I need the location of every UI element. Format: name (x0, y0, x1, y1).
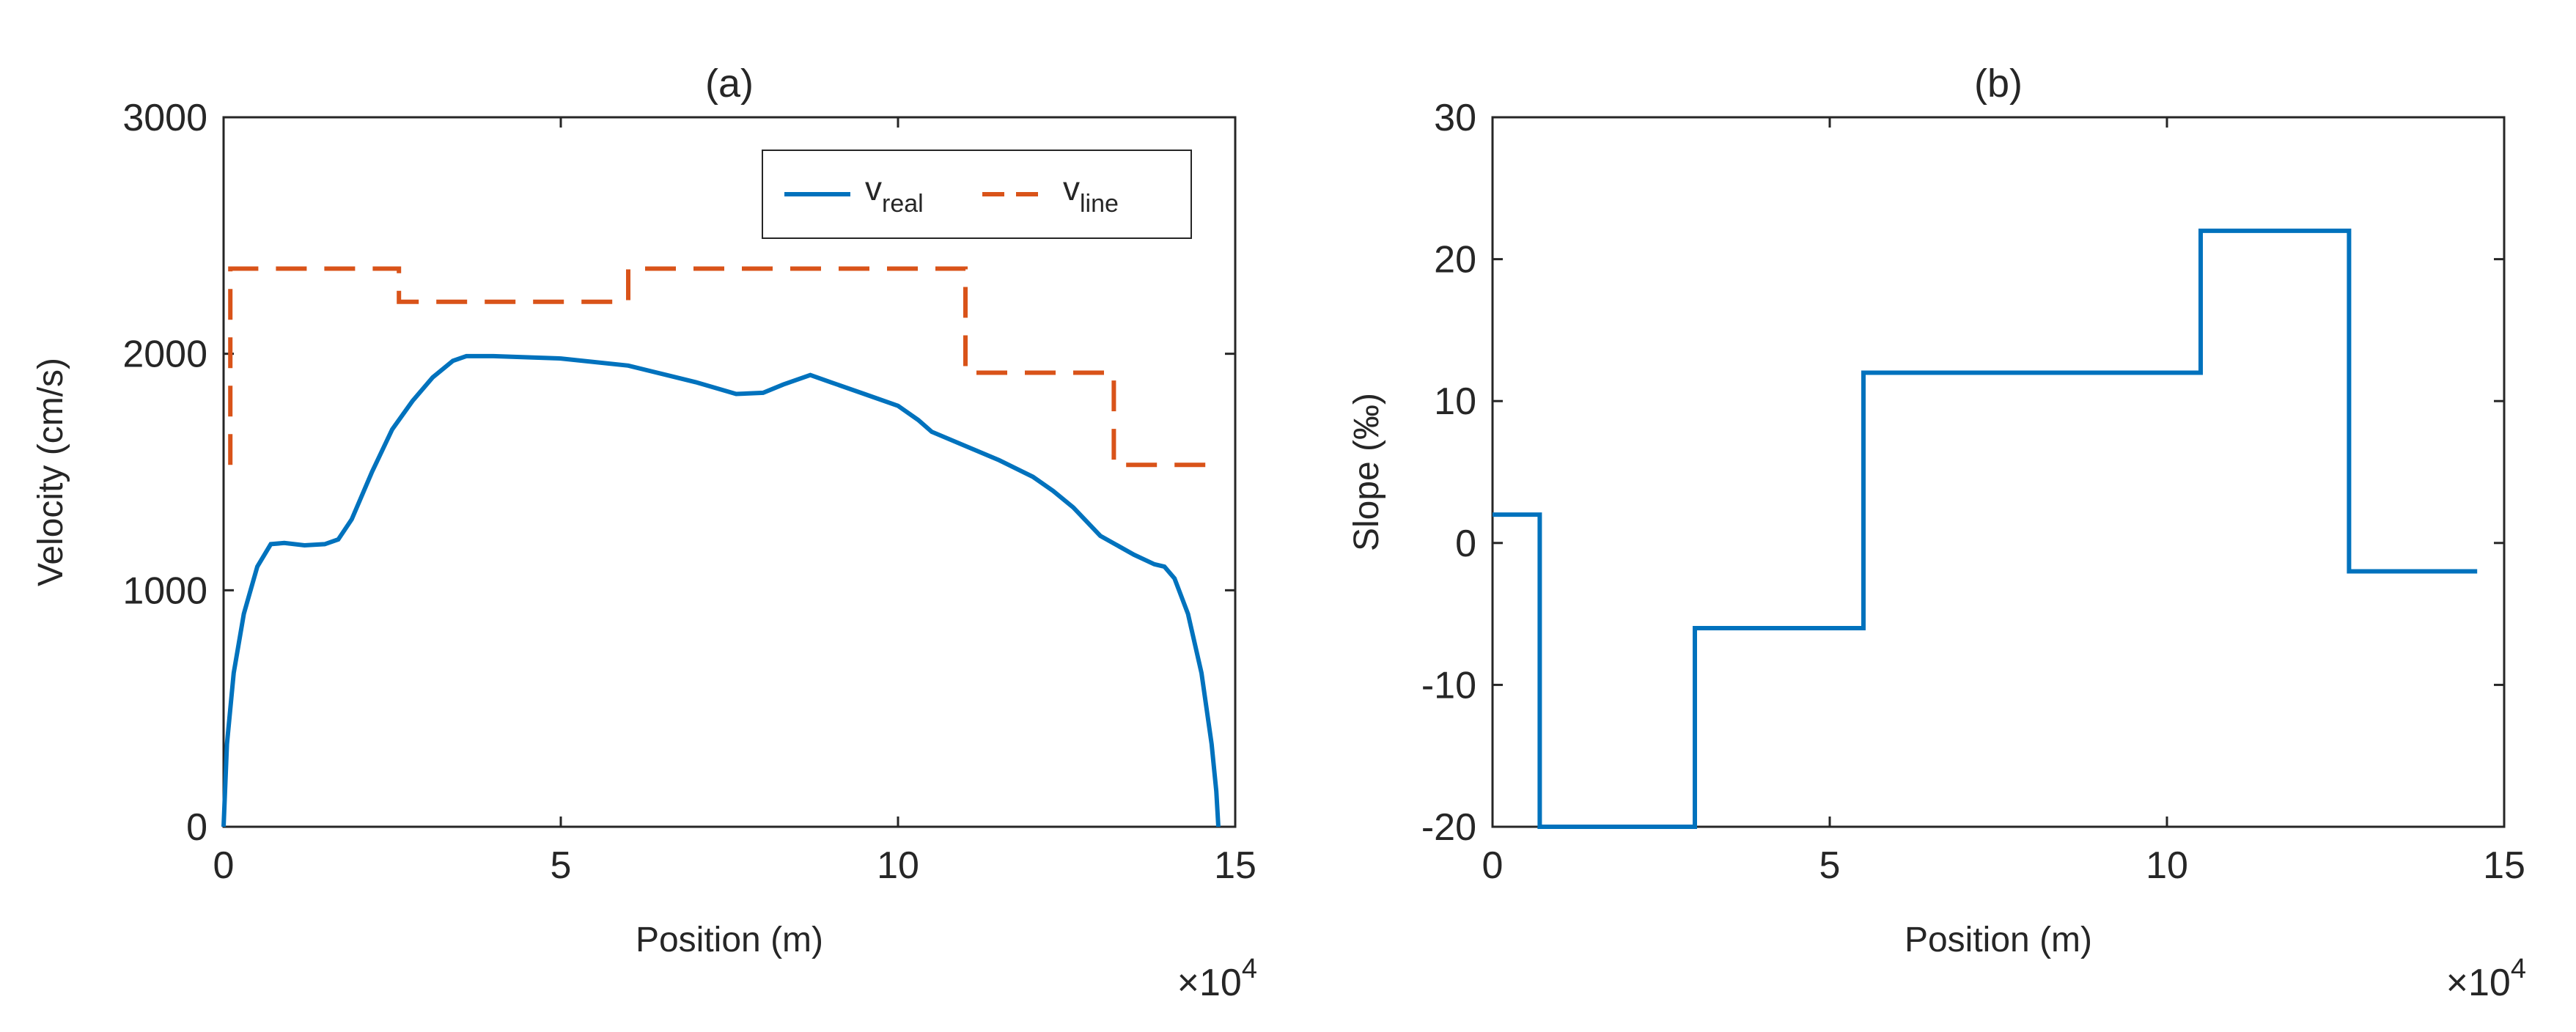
chart-a: 0 5 10 15 0 1000 2000 3000 (a) Position (m) Veloci… (32, 62, 1257, 1004)
x-tick-label-b: 0 (1482, 844, 1504, 887)
axes-box-a (222, 116, 1237, 828)
series-line-v-line (228, 266, 1222, 468)
x-multiplier-exponent: 4 (1242, 954, 1257, 984)
x-tick-label-a: 0 (213, 844, 235, 887)
y-tick-label-b: 0 (1455, 523, 1476, 565)
x-tick-label-b: 10 (2146, 844, 2188, 887)
y-axis-label-b: Slope (‰) (1347, 393, 1386, 551)
x-multiplier-base: ×10 (1177, 962, 1242, 1004)
y-tick-label-a: 3000 (122, 97, 207, 139)
x-axis-label-a: Position (m) (636, 921, 823, 959)
legend-label-v-line: vline (1063, 169, 1119, 218)
legend-label-v-real: vreal (865, 169, 924, 218)
legend-label-base: v (865, 169, 882, 207)
y-tick-label-b: 30 (1434, 97, 1476, 139)
legend-label-base: v (1063, 169, 1080, 207)
y-tick-label-a: 1000 (122, 570, 207, 612)
x-tick-label-b: 5 (1819, 844, 1841, 887)
x-tick-label-b: 15 (2483, 844, 2525, 887)
x-multiplier-base: ×10 (2446, 962, 2511, 1004)
axes-box-b (1491, 116, 2506, 828)
chart-b: 0 5 10 15 -20 -10 0 10 20 30 (b) Position (m) Slope … (1347, 62, 2526, 1004)
series-line-slope (1493, 228, 2478, 829)
x-multiplier-a: ×104 (1177, 954, 1257, 1004)
y-tick-label-b: -10 (1421, 664, 1476, 707)
y-axis-label-a: Velocity (cm/s) (32, 358, 70, 586)
legend-label-subscript: real (882, 190, 924, 218)
legend-a: vreal vline (762, 150, 1192, 239)
x-axis-label-b: Position (m) (1905, 921, 2092, 959)
y-tick-label-a: 0 (186, 806, 207, 849)
y-tick-label-b: -20 (1421, 806, 1476, 849)
legend-label-subscript: line (1080, 190, 1119, 218)
y-tick-label-a: 2000 (122, 333, 207, 376)
x-tick-label-a: 15 (1214, 844, 1256, 887)
series-line-v-real (221, 353, 1221, 828)
chart-title-a: (a) (705, 62, 754, 106)
x-multiplier-exponent: 4 (2511, 954, 2526, 984)
x-tick-label-a: 10 (877, 844, 919, 887)
x-tick-label-a: 5 (551, 844, 572, 887)
x-multiplier-b: ×104 (2446, 954, 2526, 1004)
y-tick-label-b: 20 (1434, 239, 1476, 281)
y-tick-label-b: 10 (1434, 380, 1476, 423)
chart-title-b: (b) (1974, 62, 2023, 106)
